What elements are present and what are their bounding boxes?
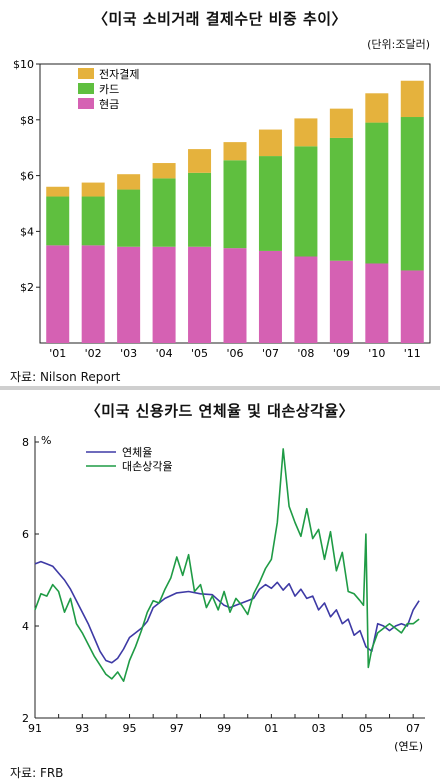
series-line [34,560,420,664]
x-tick-label: '08 [297,347,314,360]
x-tick-label: 97 [170,722,184,735]
x-tick-label: 07 [406,722,420,735]
x-tick-label: '03 [120,347,137,360]
bar-segment [188,149,212,173]
bar-segment [117,189,141,247]
y-tick-label: 8 [22,436,29,449]
x-tick-label: 03 [312,722,326,735]
x-tick-label: 93 [75,722,89,735]
stacked-bar-chart: $2 $4 $6 $8 $10 '01 '02 '03 '04 '05 '06 '07 '08 '09 '1… [13,58,431,360]
y-tick-label: 4 [22,620,29,633]
bar-segment [400,117,424,271]
unit-note: (단위:조달러) [367,38,430,51]
panel-divider [0,386,440,390]
payment-share-chart-panel: 〈미국 소비거래 결제수단 비중 추이〉 (단위:조달러) $2 $4 $6 $8 $1… [0,0,440,386]
series-line [34,448,420,682]
legend-label: 대손상각율 [122,460,173,473]
y-tick-label: 2 [22,712,29,725]
x-tick-label: 01 [264,722,278,735]
bar-segment [294,146,318,257]
bar-segment [294,256,318,343]
bar-segment [46,245,70,343]
bar-segment [152,163,176,179]
bar-segment [294,118,318,147]
bar-segment [188,172,212,247]
bar-segment [152,178,176,247]
bar-segment [223,142,247,161]
bar-segment [365,263,389,343]
x-tick-label: 99 [217,722,231,735]
x-tick-label: '04 [156,347,173,360]
bar-segment [152,246,176,343]
legend-swatch [78,68,94,79]
legend-label: 전자결제 [99,68,139,81]
chart-source: 자료: FRB [10,766,64,780]
y-tick-label: $8 [20,114,34,127]
bar-segment [223,160,247,249]
bar-segment [258,250,282,343]
y-tick-label: $6 [20,170,34,183]
x-tick-label: '11 [404,347,421,360]
x-tick-label: '10 [368,347,385,360]
x-axis-title: (연도) [394,740,423,753]
x-tick-label: '01 [49,347,66,360]
bar-segment [329,137,353,261]
bar-segment [400,80,424,118]
bar-segment [117,174,141,190]
y-tick-label: $4 [20,225,34,238]
bar-segment [329,260,353,343]
y-axis-unit: % [41,434,51,447]
chart-source: 자료: Nilson Report [10,370,121,384]
y-tick-label: $2 [20,281,34,294]
bar-segment [258,129,282,157]
bar-segment [46,186,70,197]
legend-label: 카드 [99,83,119,96]
bar-segment [117,246,141,343]
x-tick-label: 05 [359,722,373,735]
delinquency-chart-panel: 〈미국 신용카드 연체율 및 대손상각율〉 2 4 6 8% 91 93 95 97 99 01 0… [0,390,440,784]
x-tick-label: '06 [226,347,243,360]
bar-segment [400,270,424,343]
chart-title: 〈미국 소비거래 결제수단 비중 추이〉 [92,10,348,28]
bar-segment [46,196,70,246]
x-tick-label: '02 [85,347,102,360]
x-tick-label: 91 [28,722,42,735]
bar-segment [188,246,212,343]
y-tick-label: $10 [13,58,34,71]
chart-title: 〈미국 신용카드 연체율 및 대손상각율〉 [85,402,355,420]
bar-segment [223,248,247,343]
legend-label: 현금 [99,98,119,111]
bar-segment [365,93,389,123]
legend-label: 연체율 [122,446,152,459]
bar-segment [258,156,282,251]
bar-segment [81,245,105,343]
x-tick-label: '07 [262,347,279,360]
bar-segment [365,122,389,264]
bar-segment [329,108,353,138]
x-tick-label: '09 [333,347,350,360]
bar-segment [81,196,105,246]
x-tick-label: '05 [191,347,208,360]
legend-swatch [78,83,94,94]
y-tick-label: 6 [22,528,29,541]
x-tick-label: 95 [123,722,137,735]
legend-swatch [78,98,94,109]
bar-segment [81,182,105,197]
